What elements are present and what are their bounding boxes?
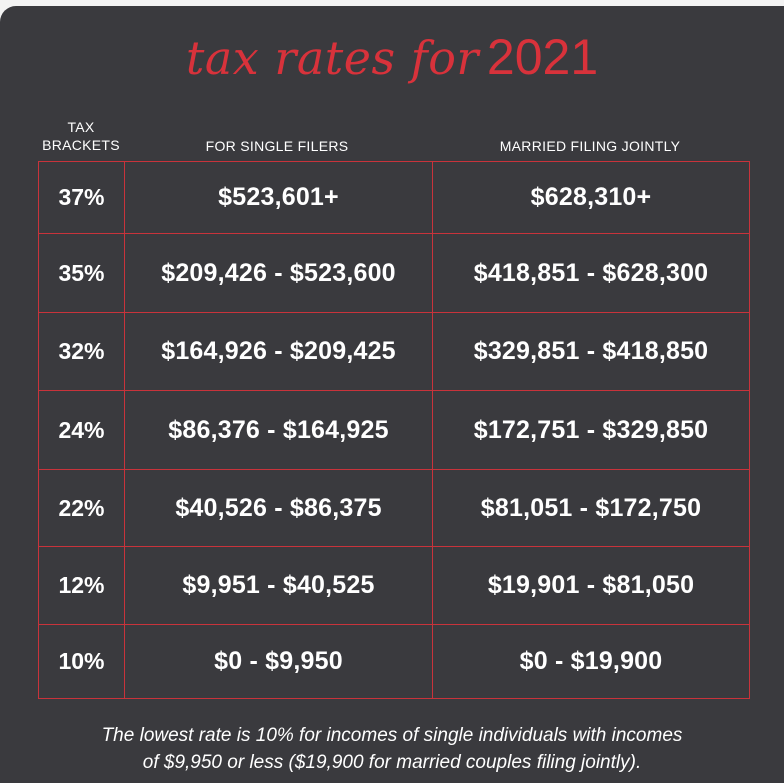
rate-cell: 12% [38, 546, 125, 625]
rate-cell: 10% [38, 624, 125, 699]
married-range-cell: $81,051 - $172,750 [432, 469, 750, 547]
rate-cell: 37% [38, 161, 125, 234]
single-range-cell: $0 - $9,950 [124, 624, 433, 699]
title-script: tax rates for [185, 31, 479, 85]
married-range-cell: $628,310+ [432, 161, 750, 234]
header-married-jointly: MARRIED FILING JOINTLY [499, 138, 681, 154]
rate-cell: 24% [38, 390, 125, 470]
single-range-cell: $9,951 - $40,525 [124, 546, 433, 625]
footnote-line1: The lowest rate is 10% for incomes of si… [101, 725, 683, 746]
tax-rates-card: tax rates for 2021 TAX BRACKETS FOR SINGL… [0, 6, 784, 783]
rate-cell: 35% [38, 233, 125, 313]
header-single-filers: FOR SINGLE FILERS [205, 138, 349, 154]
table-row: 35% $209,426 - $523,600 $418,851 - $628,30… [38, 233, 750, 313]
chart-title: tax rates for 2021 [0, 28, 784, 86]
single-range-cell: $523,601+ [124, 161, 433, 234]
table-row: 24% $86,376 - $164,925 $172,751 - $329,850 [38, 390, 750, 470]
single-range-cell: $86,376 - $164,925 [124, 390, 433, 470]
married-range-cell: $329,851 - $418,850 [432, 312, 750, 391]
married-range-cell: $19,901 - $81,050 [432, 546, 750, 625]
married-range-cell: $172,751 - $329,850 [432, 390, 750, 470]
rate-cell: 22% [38, 469, 125, 547]
footnote-line2: of $9,950 or less ($19,900 for married c… [142, 752, 642, 773]
table-row: 32% $164,926 - $209,425 $329,851 - $418,85… [38, 312, 750, 391]
footnote: The lowest rate is 10% for incomes of si… [0, 722, 784, 776]
table-row: 10% $0 - $9,950 $0 - $19,900 [38, 624, 750, 699]
table-row: 12% $9,951 - $40,525 $19,901 - $81,050 [38, 546, 750, 625]
rate-cell: 32% [38, 312, 125, 391]
single-range-cell: $40,526 - $86,375 [124, 469, 433, 547]
header-tax-brackets: TAX BRACKETS [26, 118, 136, 154]
table-row: 37% $523,601+ $628,310+ [38, 161, 750, 234]
rates-table: 37% $523,601+ $628,310+ 35% $209,426 - $523,… [38, 161, 750, 699]
rates-table-body: 37% $523,601+ $628,310+ 35% $209,426 - $523,… [38, 161, 750, 699]
single-range-cell: $164,926 - $209,425 [124, 312, 433, 391]
single-range-cell: $209,426 - $523,600 [124, 233, 433, 313]
title-year: 2021 [486, 29, 599, 85]
married-range-cell: $0 - $19,900 [432, 624, 750, 699]
married-range-cell: $418,851 - $628,300 [432, 233, 750, 313]
table-row: 22% $40,526 - $86,375 $81,051 - $172,750 [38, 469, 750, 547]
header-tax-line1: TAX [67, 119, 95, 135]
header-tax-line2: BRACKETS [42, 137, 120, 153]
